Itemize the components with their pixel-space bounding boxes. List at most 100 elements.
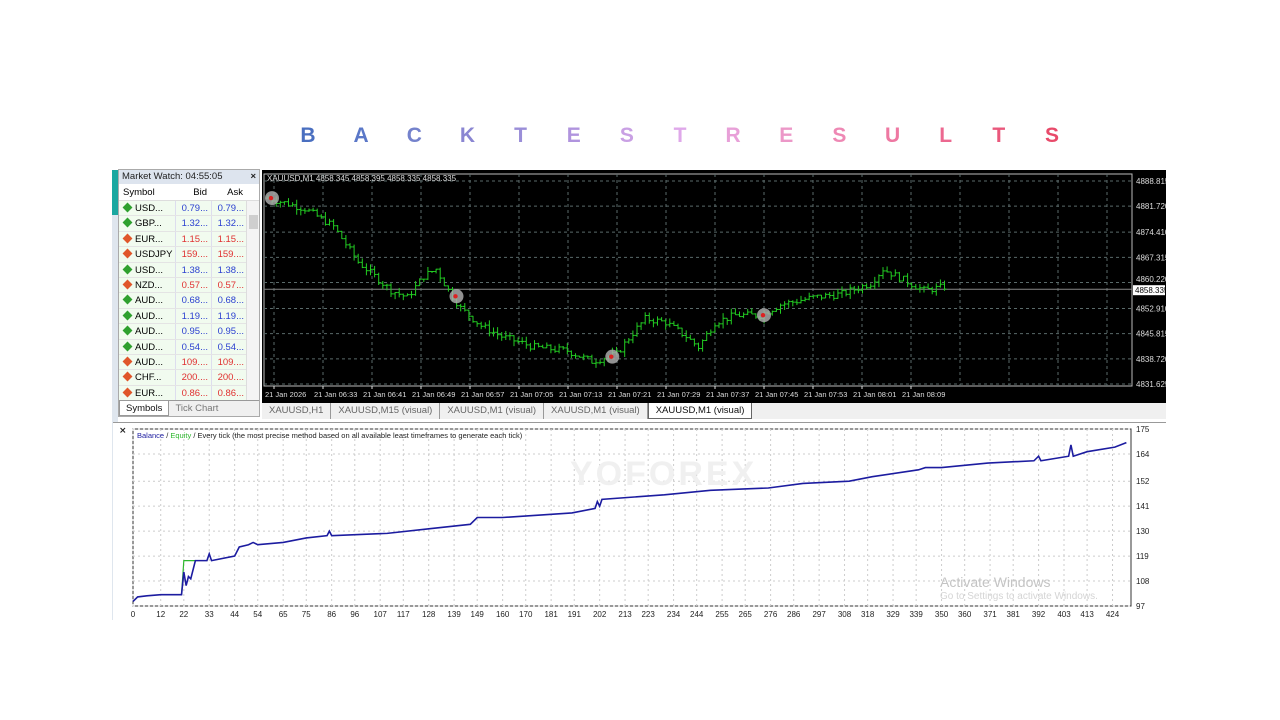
x-tick-label: 128 [422, 610, 436, 619]
symbol-row[interactable]: USD... 0.79... 0.79... [119, 201, 259, 217]
x-tick-label: 117 [397, 610, 410, 619]
symbol-row[interactable]: AUD... 109.... 109.... [119, 354, 259, 371]
x-tick-label: 255 [715, 610, 729, 619]
title-letter: T [673, 124, 687, 147]
x-tick-label: 413 [1080, 610, 1094, 619]
bid-value: 0.68... [175, 293, 211, 308]
price-chart[interactable]: 4888.815 4881.720 4874.410 4867.315 4860.220… [262, 170, 1170, 403]
arrow-down-icon [122, 233, 133, 244]
ask-value: 109.... [211, 354, 247, 370]
bid-value: 0.54... [175, 339, 211, 354]
symbol-row[interactable]: USD... 1.38... 1.38... [119, 262, 259, 278]
ask-value: 0.79... [211, 201, 247, 216]
x-tick-label: 65 [279, 610, 288, 619]
tab-symbols[interactable]: Symbols [119, 401, 170, 416]
column-symbol[interactable]: Symbol [123, 187, 155, 198]
title-letter: L [939, 124, 953, 147]
symbol-row[interactable]: EUR... 1.15... 1.15... [119, 231, 259, 248]
arrow-down-icon [122, 356, 133, 367]
x-tick-label: 234 [667, 610, 681, 619]
x-tick-label: 12 [156, 610, 165, 619]
y-tick-label: 119 [1136, 552, 1149, 561]
y-tick-label: 141 [1136, 502, 1150, 511]
symbol-name: AUD... [135, 341, 163, 353]
symbol-list: USD... 0.79... 0.79... GBP... 1.32... 1.32...… [119, 201, 259, 400]
x-tick-label: 350 [935, 610, 949, 619]
symbol-name: AUD... [135, 356, 163, 368]
chart-tabs: XAUUSD,H1 XAUUSD,M15 (visual) XAUUSD,M1 (v… [262, 403, 1166, 419]
symbol-row[interactable]: AUD... 0.54... 0.54... [119, 339, 259, 355]
price-tick-label: 4867.315 [1136, 253, 1166, 262]
chart-tab[interactable]: XAUUSD,M15 (visual) [331, 403, 441, 419]
current-price-box [1133, 285, 1165, 296]
x-tick-label: 329 [886, 610, 900, 619]
symbol-row[interactable]: USDJPY 159.... 159.... [119, 247, 259, 263]
time-tick-label: 21 Jan 06:57 [461, 390, 504, 399]
time-tick-label: 21 Jan 06:41 [363, 390, 406, 399]
arrow-up-icon [122, 264, 133, 275]
x-tick-label: 181 [544, 610, 558, 619]
symbol-row[interactable]: AUD... 0.68... 0.68... [119, 293, 259, 309]
x-tick-label: 360 [958, 610, 972, 619]
ask-value: 200.... [211, 370, 247, 385]
price-tick-label: 4888.815 [1136, 177, 1166, 186]
chart-tab[interactable]: XAUUSD,M1 (visual) [440, 403, 545, 419]
close-icon[interactable]: × [250, 171, 256, 182]
x-tick-label: 424 [1106, 610, 1120, 619]
time-tick-label: 21 Jan 07:45 [755, 390, 798, 399]
x-tick-label: 160 [496, 610, 510, 619]
chart-legend: Balance / Equity / Every tick (the most … [137, 431, 523, 440]
title-letter: K [459, 124, 475, 147]
scrollbar[interactable] [246, 201, 259, 400]
trade-marker-dot [609, 354, 614, 359]
column-ask[interactable]: Ask [227, 187, 243, 198]
x-tick-label: 403 [1057, 610, 1071, 619]
chart-tab[interactable]: XAUUSD,M1 (visual) [544, 403, 648, 419]
column-bid[interactable]: Bid [193, 187, 207, 198]
title-letter: S [1044, 124, 1059, 147]
x-tick-label: 96 [350, 610, 359, 619]
symbol-row[interactable]: AUD... 0.95... 0.95... [119, 324, 259, 340]
time-tick-label: 21 Jan 07:21 [608, 390, 651, 399]
symbol-row[interactable]: EUR... 0.86... 0.86... [119, 385, 259, 400]
arrow-down-icon [122, 387, 133, 398]
arrow-up-icon [122, 325, 133, 336]
price-tick-label: 4852.910 [1136, 304, 1166, 313]
trade-marker-dot [760, 313, 766, 318]
symbol-row[interactable]: CHF... 200.... 200.... [119, 370, 259, 386]
legend-balance: Balance [137, 431, 164, 440]
trade-marker-dot [268, 195, 274, 201]
symbol-name: USD... [135, 203, 163, 214]
tab-tick-chart[interactable]: Tick Chart [175, 403, 219, 414]
x-tick-label: 318 [861, 610, 875, 619]
ask-value: 0.95... [211, 324, 247, 339]
chart-tab[interactable]: XAUUSD,M1 (visual) [647, 403, 753, 419]
plot-frame [263, 173, 1133, 387]
title-letter: A [353, 124, 369, 147]
title-letter: E [779, 124, 794, 147]
bid-value: 1.19... [175, 308, 211, 324]
x-tick-label: 297 [812, 610, 826, 619]
symbol-row[interactable]: GBP... 1.32... 1.32... [119, 216, 259, 232]
x-tick-label: 86 [327, 610, 336, 619]
equity-chart: 0 12 22 33 44 54 65 75 86 96 107 117 128 139 149 160 170… [113, 422, 1166, 620]
x-tick-label: 381 [1007, 610, 1021, 619]
symbol-row[interactable]: NZD... 0.57... 0.57... [119, 277, 259, 294]
x-tick-label: 107 [374, 610, 388, 619]
symbol-name: AUD... [135, 326, 163, 338]
y-tick-label: 97 [1136, 602, 1145, 611]
symbol-row[interactable]: AUD... 1.19... 1.19... [119, 308, 259, 325]
bid-value: 1.15... [175, 231, 211, 247]
y-tick-label: 108 [1136, 577, 1150, 586]
price-tick-label: 4831.625 [1136, 380, 1166, 389]
y-tick-label: 175 [1136, 425, 1150, 434]
symbol-name: AUD... [135, 310, 163, 322]
x-tick-label: 44 [230, 610, 239, 619]
chart-tab[interactable]: XAUUSD,H1 [262, 403, 332, 419]
price-tick-label: 4845.815 [1136, 330, 1166, 339]
y-tick-label: 164 [1136, 450, 1150, 459]
symbol-name: EUR... [135, 233, 163, 245]
time-tick-label: 21 Jan 07:37 [706, 390, 749, 399]
arrow-up-icon [122, 217, 133, 228]
